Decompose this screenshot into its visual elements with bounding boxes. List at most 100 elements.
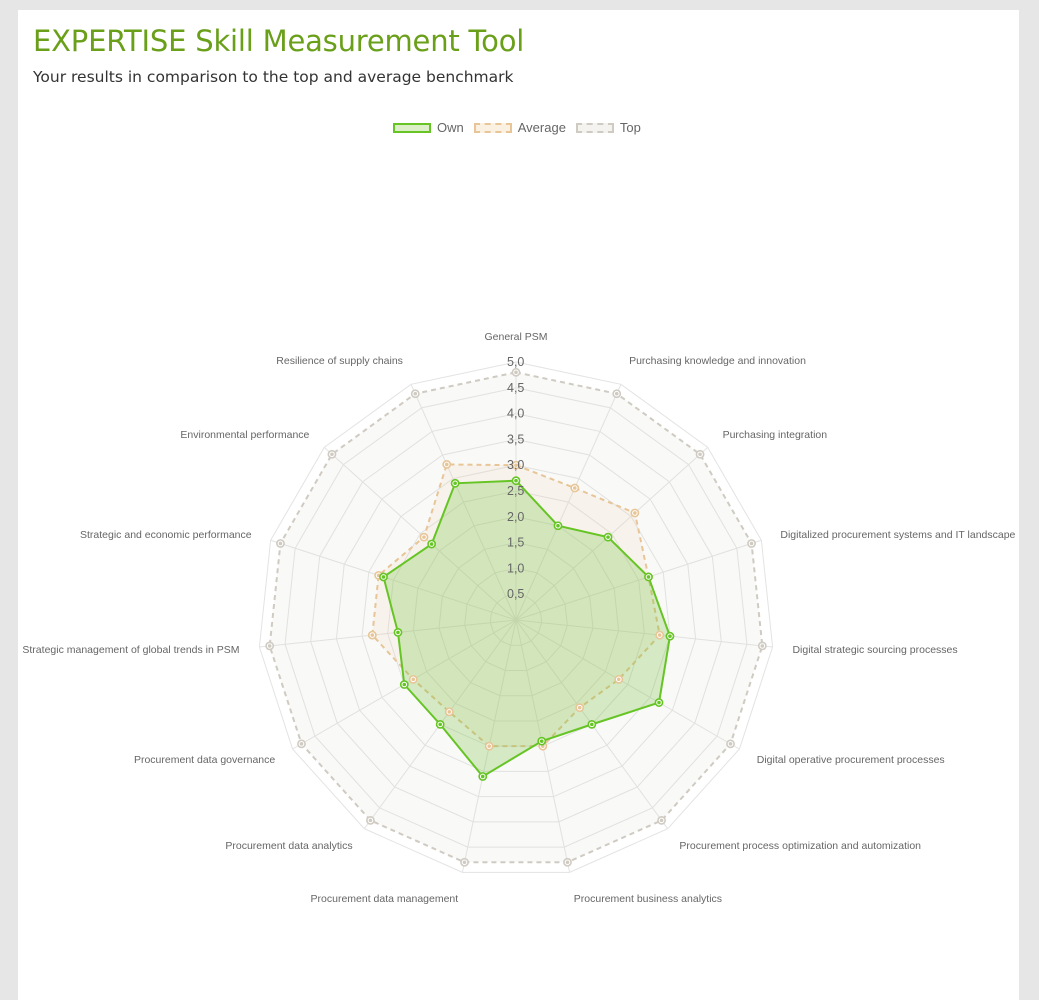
chart-legend: Own Average Top — [393, 120, 641, 135]
series-point-center-own — [657, 700, 661, 705]
chart-card: EXPERTISE Skill Measurement Tool Your re… — [18, 10, 1019, 1000]
axis-label: Strategic and economic performance — [80, 529, 252, 541]
series-point-center-top — [330, 452, 334, 457]
grid-spoke — [323, 446, 517, 621]
series-point-center-own — [606, 535, 610, 539]
axis-label: Digital operative procurement processes — [757, 754, 945, 766]
axis-label: Purchasing integration — [723, 429, 828, 441]
radial-tick-label: 4,5 — [507, 381, 524, 395]
radial-tick-label: 1,5 — [507, 536, 524, 550]
series-point-center-average — [514, 463, 518, 468]
axis-label: Procurement process optimization and aut… — [679, 840, 921, 852]
series-point-center-average — [447, 710, 452, 714]
series-point-center-top — [760, 644, 765, 648]
legend-item-top[interactable]: Top — [575, 120, 641, 135]
series-point-center-own — [556, 523, 560, 528]
radar-chart: 0,5 1,0 1,5 2,0 2,5 3,0 3,5 4,0 4,5 5,0 General PS… — [22, 331, 1015, 905]
series-point-center-top — [565, 860, 570, 865]
series-point-center-average — [572, 486, 577, 490]
axis-label: Procurement data management — [311, 893, 459, 905]
grid-ring — [412, 516, 620, 722]
grid-ring — [438, 542, 594, 697]
page-title: EXPERTISE Skill Measurement Tool — [33, 24, 525, 58]
series-point-center-average — [657, 633, 662, 637]
series-point-center-average — [370, 633, 375, 637]
legend-swatch-top — [575, 122, 614, 133]
series-point-center-top — [614, 391, 619, 396]
axis-label: Purchasing knowledge and innovation — [629, 355, 806, 367]
series-point-center-own — [646, 575, 651, 579]
axis-label: Digital strategic sourcing processes — [792, 644, 957, 656]
legend-swatch-average — [473, 122, 512, 133]
axis-label: Strategic management of global trends in… — [22, 644, 239, 656]
legend-item-average[interactable]: Average — [473, 120, 566, 135]
radial-tick-label: 3,0 — [507, 458, 524, 472]
series-point-center-own — [668, 634, 672, 638]
series-point-center-top — [514, 370, 518, 375]
series-point-center-top — [698, 452, 702, 457]
series-area-average — [371, 463, 661, 748]
radial-tick-label: 3,5 — [507, 432, 524, 446]
grid-spoke — [515, 619, 773, 648]
grid-spoke — [515, 384, 622, 621]
series-point-center-top — [749, 541, 754, 546]
legend-swatch-own — [393, 122, 431, 133]
series-point-center-average — [411, 677, 416, 682]
grid-spoke — [410, 384, 517, 621]
series-point-center-own — [453, 481, 457, 486]
series-point-center-own — [539, 739, 544, 743]
series-area-top — [268, 371, 764, 864]
legend-label-own: Own — [437, 120, 464, 135]
radial-tick-label: 2,0 — [507, 510, 524, 524]
grid-spoke — [515, 539, 762, 621]
legend-label-average: Average — [517, 120, 566, 135]
legend-label-top: Top — [619, 120, 641, 135]
series-point-center-own — [381, 575, 386, 579]
grid-ring — [258, 361, 774, 873]
legend-item-own[interactable]: Own — [393, 120, 464, 135]
series-point-center-average — [422, 535, 426, 539]
series-area-own — [382, 479, 671, 778]
series-point-center-average — [487, 744, 491, 748]
series-point-center-top — [368, 818, 373, 823]
grid-ring — [335, 438, 697, 798]
grid-spoke — [515, 619, 740, 750]
page-subtitle: Your results in comparison to the top an… — [33, 68, 514, 86]
grid-spoke — [259, 619, 517, 648]
series-point-center-top — [278, 541, 283, 546]
series-point-center-own — [480, 774, 485, 779]
grid-ring — [464, 567, 568, 671]
radial-tick-label: 2,5 — [507, 484, 524, 498]
series-point-center-own — [396, 630, 400, 635]
series-point-center-own — [402, 682, 407, 687]
axis-label: Environmental performance — [180, 429, 309, 441]
series-point-center-top — [267, 644, 272, 648]
radial-tick-label: 1,0 — [507, 561, 524, 575]
series-point-center-average — [633, 511, 637, 515]
grid-ring — [361, 464, 671, 772]
series-point-center-own — [438, 722, 442, 727]
radial-tick-label: 4,0 — [507, 407, 524, 421]
grid-ring — [310, 413, 722, 823]
series-point-center-top — [462, 860, 467, 865]
grid-ring — [489, 593, 543, 646]
axis-label: Procurement data analytics — [225, 840, 352, 852]
grid-ring — [284, 387, 748, 848]
axis-label: Procurement data governance — [134, 754, 275, 766]
series-point-center-average — [444, 462, 449, 467]
axis-label: General PSM — [484, 331, 547, 343]
axis-label: Digitalized procurement systems and IT l… — [780, 529, 1015, 541]
radial-tick-label: 5,0 — [507, 355, 524, 369]
series-point-center-average — [616, 677, 621, 682]
grid-spoke — [515, 446, 709, 621]
axis-label: Resilience of supply chains — [276, 355, 403, 367]
series-point-center-top — [299, 742, 304, 746]
grid-spoke — [270, 539, 517, 621]
series-point-center-average — [577, 705, 582, 710]
radial-tick-label: 0,5 — [507, 587, 524, 601]
series-point-center-top — [728, 742, 733, 746]
series-point-center-own — [514, 478, 518, 483]
series-point-center-top — [413, 391, 418, 396]
series-point-center-top — [659, 818, 664, 823]
series-point-center-own — [590, 722, 594, 727]
